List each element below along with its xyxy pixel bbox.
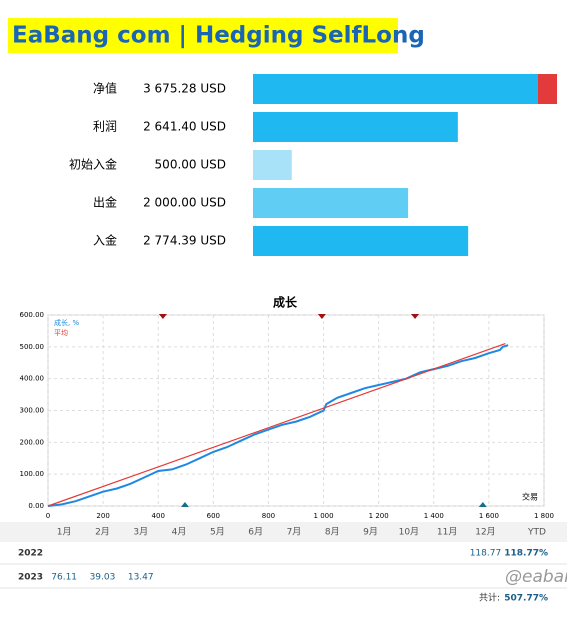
x-tick-label: 0 [46, 512, 50, 520]
summary-bar-extra [538, 74, 558, 104]
legend-entry: 成长, % [54, 318, 79, 327]
summary-bar [253, 112, 458, 142]
summary-bar [253, 226, 469, 256]
x-tick-label: 1 200 [369, 512, 389, 520]
x-tick-label: 600 [207, 512, 220, 520]
summary-label: 净值 [93, 81, 117, 96]
table-cell: 118.77% [504, 549, 548, 559]
title-bg [8, 18, 398, 53]
y-tick-label: 500.00 [20, 343, 45, 351]
summary-value: 500.00 USD [155, 158, 226, 172]
y-tick-label: 300.00 [20, 407, 45, 415]
summary-label: 出金 [93, 195, 117, 210]
marker-bottom [478, 502, 487, 507]
table-cell: 76.11 [51, 573, 77, 583]
marker-bottom [180, 502, 189, 507]
marker-top [411, 314, 420, 319]
summary-label: 初始入金 [69, 157, 117, 172]
x-tick-label: 800 [262, 512, 275, 520]
y-tick-label: 100.00 [20, 470, 45, 478]
table-year: 2023 [18, 573, 43, 583]
y-tick-label: 600.00 [20, 311, 45, 319]
table-year: 2022 [18, 549, 43, 559]
x-tick-label: 1 600 [479, 512, 499, 520]
watermark: @eabang [505, 567, 567, 587]
series-line [47, 343, 506, 507]
x-tick-label: 200 [96, 512, 109, 520]
summary-bar [253, 74, 539, 104]
table-column-header: 7月 [287, 527, 302, 538]
chart-title: 成长 [273, 295, 298, 310]
summary-value: 2 774.39 USD [143, 234, 226, 248]
table-column-header: 2月 [95, 527, 110, 538]
table-cell: 39.03 [90, 573, 116, 583]
table-cell: 118.77 [470, 549, 502, 559]
page-title: EaBang com | Hedging SelfLong [12, 23, 425, 49]
marker-top [158, 314, 167, 319]
table-column-header: 9月 [363, 527, 378, 538]
summary-bar [253, 188, 409, 218]
table-column-header: 3月 [133, 527, 148, 538]
table-header-bg [0, 522, 567, 542]
table-column-header: 6月 [248, 527, 263, 538]
table-column-header: YTD [527, 528, 546, 538]
x-tick-label: 1 400 [424, 512, 444, 520]
summary-label: 利润 [93, 120, 117, 134]
table-column-header: 4月 [172, 527, 187, 538]
x-axis-label: 交易 [522, 492, 538, 502]
summary-value: 3 675.28 USD [143, 82, 226, 96]
table-column-header: 10月 [399, 527, 419, 538]
marker-top [317, 314, 326, 319]
total-label: 共计: [479, 592, 500, 604]
table-column-header: 5月 [210, 527, 225, 538]
y-tick-label: 0.00 [28, 502, 44, 510]
x-tick-label: 1 800 [534, 512, 554, 520]
summary-bar [253, 150, 292, 180]
x-tick-label: 400 [152, 512, 165, 520]
table-column-header: 8月 [325, 527, 340, 538]
series-line [47, 344, 509, 507]
table-column-header: 1月 [57, 527, 72, 538]
table-column-header: 12月 [475, 527, 495, 538]
legend-entry: 平均 [54, 328, 68, 337]
table-cell: 13.47 [128, 573, 154, 583]
summary-label: 入金 [93, 233, 117, 248]
y-tick-label: 200.00 [20, 438, 45, 446]
table-column-header: 11月 [437, 527, 457, 538]
summary-value: 2 641.40 USD [143, 120, 226, 134]
total-value: 507.77% [504, 594, 548, 604]
summary-value: 2 000.00 USD [143, 196, 226, 210]
x-tick-label: 1 000 [314, 512, 334, 520]
y-tick-label: 400.00 [20, 375, 45, 383]
